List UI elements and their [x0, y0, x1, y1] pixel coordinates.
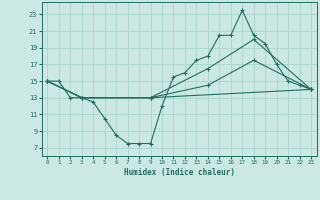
X-axis label: Humidex (Indice chaleur): Humidex (Indice chaleur) — [124, 168, 235, 177]
